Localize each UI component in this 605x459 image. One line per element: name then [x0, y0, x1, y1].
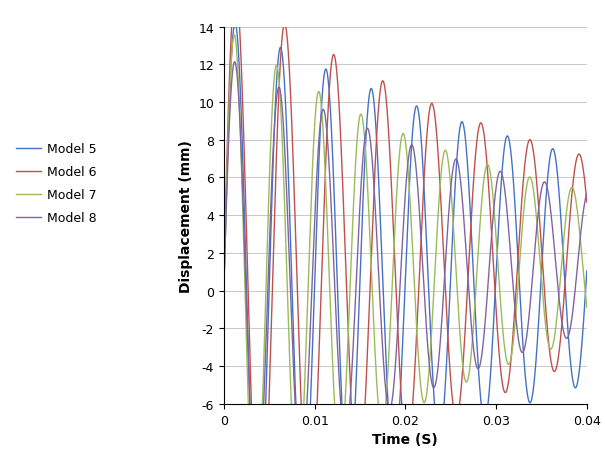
Model 5: [435, 435, 442, 441]
Model 5: [489, 330, 497, 336]
Model 7: [489, 195, 497, 201]
Model 5: [220, 288, 227, 294]
Line: Model 7: Model 7: [224, 36, 587, 459]
Model 8: [238, 175, 246, 180]
Line: Model 6: Model 6: [224, 0, 587, 459]
Line: Model 8: Model 8: [224, 62, 587, 459]
Model 8: [352, 298, 359, 304]
Model 5: [238, 137, 246, 143]
Model 8: [435, 358, 442, 363]
X-axis label: Time (S): Time (S): [373, 432, 438, 446]
Model 7: [509, 347, 516, 352]
Model 5: [583, 269, 590, 274]
Model 6: [583, 200, 590, 206]
Model 6: [489, 257, 497, 263]
Model 6: [451, 411, 458, 416]
Line: Model 5: Model 5: [224, 24, 587, 459]
Model 5: [352, 397, 359, 402]
Model 7: [451, 243, 458, 249]
Y-axis label: Displacement (mm): Displacement (mm): [178, 140, 193, 292]
Legend: Model 5, Model 6, Model 7, Model 8: Model 5, Model 6, Model 7, Model 8: [12, 139, 100, 228]
Model 5: [509, 166, 516, 172]
Model 5: [451, 194, 458, 200]
Model 7: [352, 165, 359, 170]
Model 8: [231, 60, 238, 65]
Model 7: [435, 202, 442, 208]
Model 6: [220, 273, 227, 278]
Model 7: [583, 305, 590, 311]
Model 6: [238, 86, 246, 91]
Model 5: [232, 22, 239, 27]
Model 6: [509, 340, 516, 346]
Model 8: [489, 215, 497, 221]
Model 8: [583, 191, 590, 197]
Model 7: [220, 288, 227, 294]
Model 7: [238, 185, 246, 191]
Model 6: [435, 161, 442, 167]
Model 8: [220, 284, 227, 289]
Model 8: [451, 159, 458, 165]
Model 7: [231, 33, 238, 39]
Model 8: [509, 275, 516, 281]
